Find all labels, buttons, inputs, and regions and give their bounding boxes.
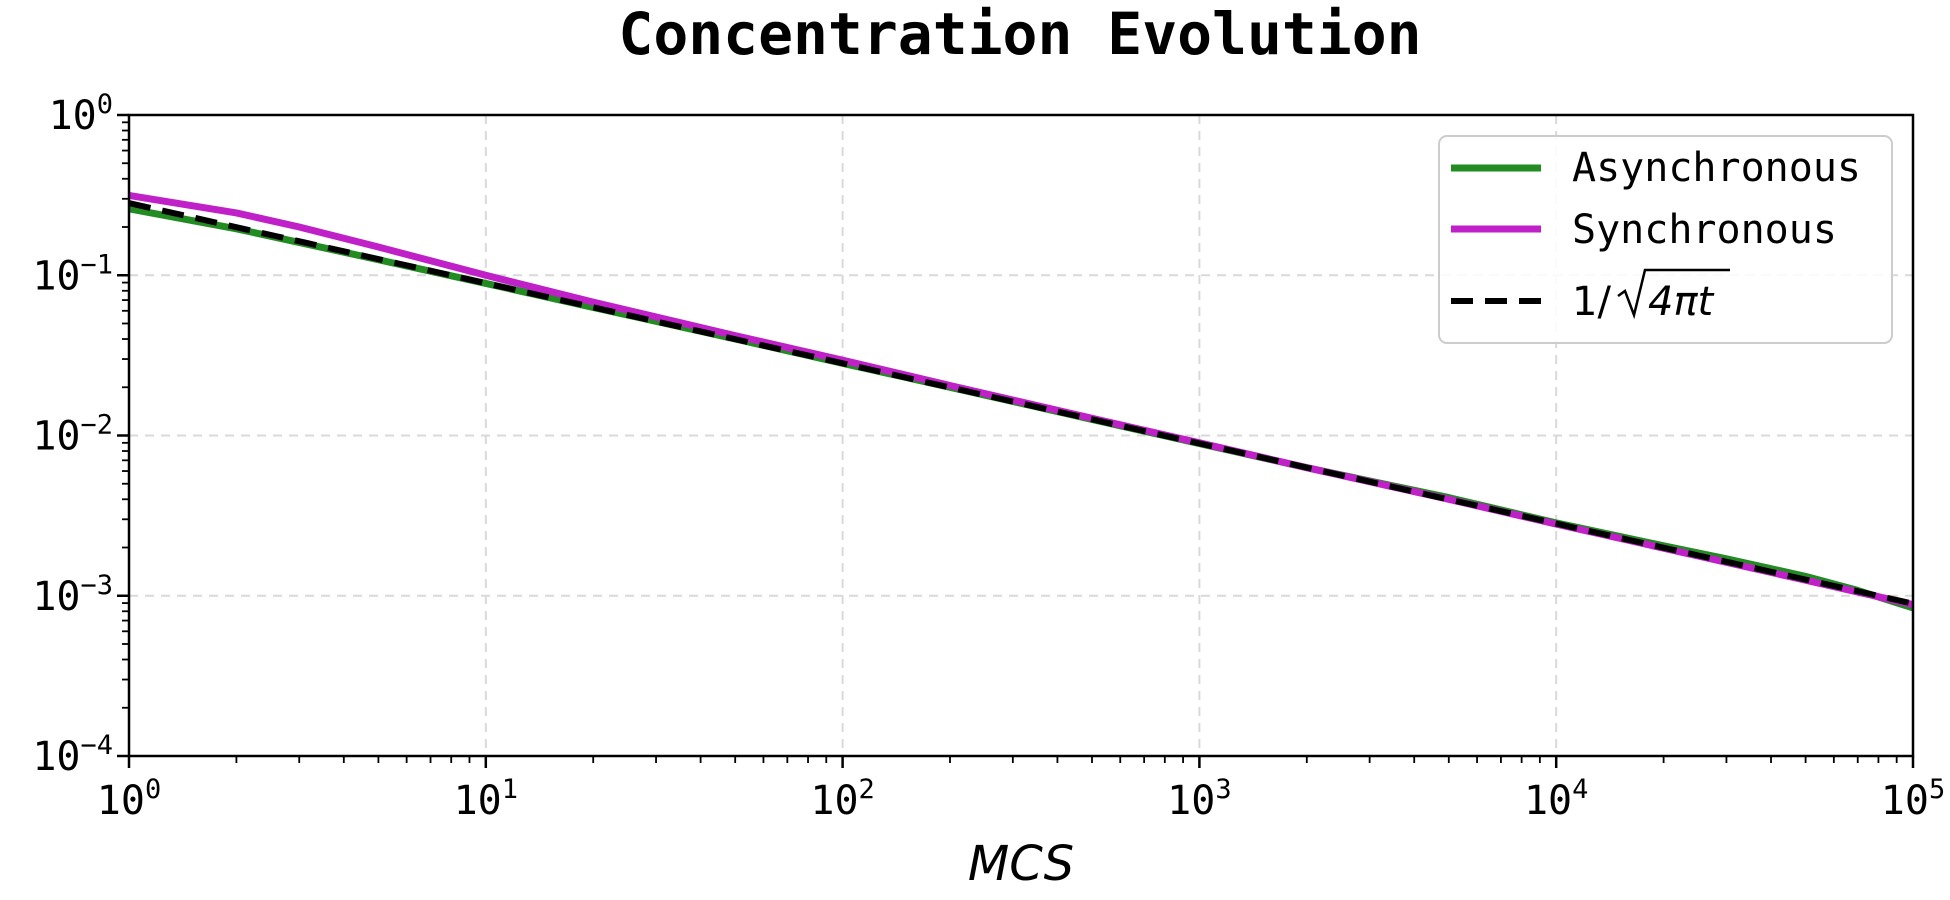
legend: Asynchronous Synchronous 1/ 4πt bbox=[1438, 135, 1893, 344]
y-tick-label: 100 bbox=[49, 89, 113, 139]
grid-layer bbox=[129, 115, 1913, 756]
legend-label-asynchronous: Asynchronous bbox=[1572, 145, 1861, 191]
tick-label-layer: 100 101 102 103 104 105 100 10−1 10−2 10−3 10−4 bbox=[32, 89, 1945, 824]
x-axis-label: MCS bbox=[968, 836, 1074, 892]
x-tick-label: 105 bbox=[1881, 774, 1945, 824]
series-layer bbox=[128, 191, 1915, 612]
legend-label-synchronous: Synchronous bbox=[1572, 207, 1837, 253]
x-tick-label: 103 bbox=[1167, 774, 1231, 824]
sqrt-symbol bbox=[1617, 268, 1730, 320]
axes-layer bbox=[117, 113, 1915, 768]
y-tick-label: 10−1 bbox=[32, 249, 113, 299]
x-tick-label: 101 bbox=[454, 774, 518, 824]
legend-label-theory-prefix: 1/ bbox=[1572, 279, 1611, 325]
legend-frame bbox=[1438, 135, 1893, 344]
legend-label-theory-radicand: 4πt bbox=[1648, 279, 1715, 325]
chart-title: Concentration Evolution bbox=[618, 0, 1421, 68]
x-tick-label: 104 bbox=[1524, 774, 1588, 824]
y-tick-label: 10−2 bbox=[32, 410, 113, 460]
x-tick-label: 100 bbox=[97, 774, 161, 824]
y-tick-label: 10−4 bbox=[32, 730, 113, 780]
y-tick-label: 10−3 bbox=[32, 570, 113, 620]
legend-label-theory: 1/ 4πt bbox=[1572, 268, 1730, 325]
x-tick-label: 102 bbox=[810, 774, 874, 824]
